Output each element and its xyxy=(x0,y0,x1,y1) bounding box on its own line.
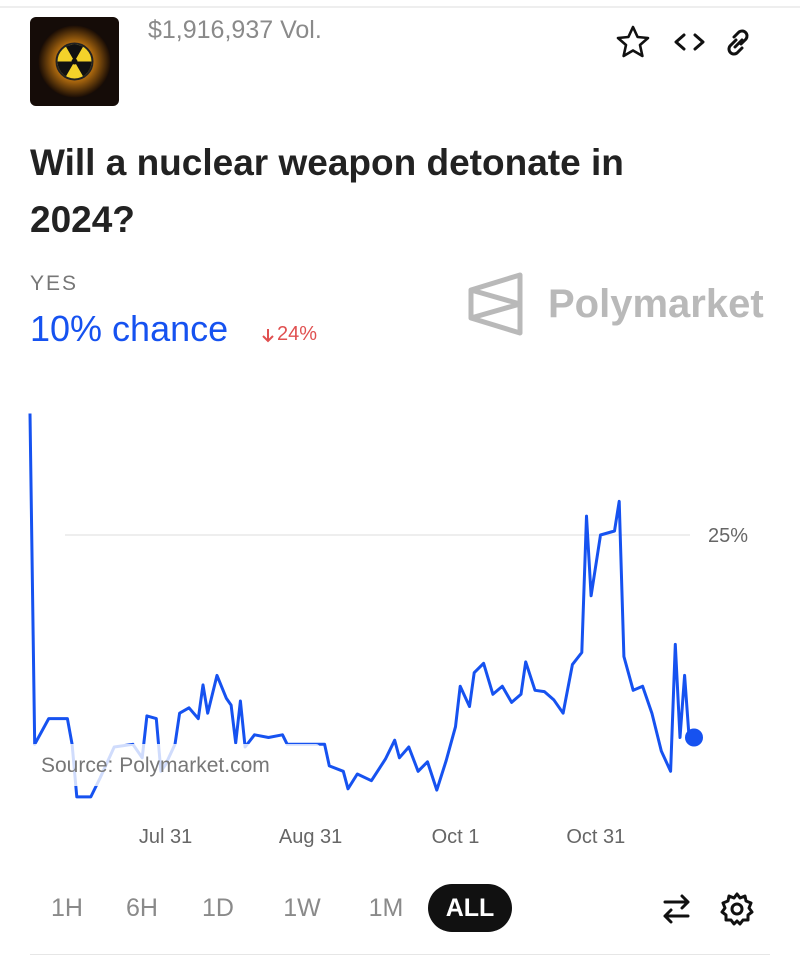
source-backdrop xyxy=(30,744,320,786)
market-icon xyxy=(30,17,119,106)
chart-tools xyxy=(663,892,754,926)
range-button[interactable]: ALL xyxy=(428,884,512,932)
brand-name: Polymarket xyxy=(548,282,764,326)
outcome-label: YES xyxy=(30,272,79,295)
price-chart: 25% Jul 31 Aug 31 Oct 1 Oct 31 Source: Polyma… xyxy=(28,413,748,848)
bottom-divider xyxy=(30,954,770,955)
top-border xyxy=(0,6,800,8)
chance: 10% chance xyxy=(30,308,229,349)
price-line xyxy=(28,413,695,799)
x-tick-label: Aug 31 xyxy=(279,826,342,848)
down-arrow xyxy=(262,328,274,342)
favorite-button[interactable] xyxy=(616,25,650,58)
x-tick-label: Oct 1 xyxy=(432,826,480,848)
y-tick-label: 25% xyxy=(708,525,748,547)
x-tick-label: Oct 31 xyxy=(566,826,625,848)
plot: 25% Jul 31 Aug 31 Oct 1 Oct 31 Source: Polyma… xyxy=(28,413,748,848)
range-button[interactable]: 1D xyxy=(202,894,234,922)
last-point xyxy=(685,728,703,747)
change-value: 24% xyxy=(277,323,318,345)
change: 24% xyxy=(262,323,317,346)
header-actions xyxy=(616,25,749,58)
swap-button[interactable] xyxy=(663,894,690,924)
brand-logo xyxy=(468,272,523,336)
range-button[interactable]: 1M xyxy=(368,894,404,922)
x-tick-label: Jul 31 xyxy=(139,826,192,848)
copy-link-button[interactable] xyxy=(727,29,749,56)
volume: $1,916,937 Vol. xyxy=(148,16,322,44)
embed-button[interactable] xyxy=(674,33,705,51)
range-button[interactable]: 1H xyxy=(51,894,83,922)
settings-button[interactable] xyxy=(720,892,754,926)
market-title: Will a nuclear weapon detonate in 2024? xyxy=(30,142,624,240)
source-label: Source: Polymarket.com xyxy=(41,754,270,777)
range-button[interactable]: 6H xyxy=(126,894,158,922)
range-button[interactable]: 1W xyxy=(283,894,321,922)
